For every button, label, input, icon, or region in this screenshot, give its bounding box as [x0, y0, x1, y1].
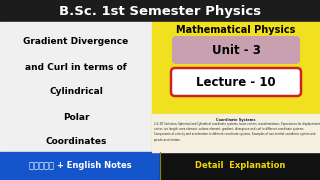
Text: Coordinates: Coordinates	[45, 138, 107, 147]
FancyBboxPatch shape	[172, 36, 300, 64]
Bar	[152, 22, 320, 152]
Text: Gradient Divergence: Gradient Divergence	[23, 37, 129, 46]
Text: Mathematical Physics: Mathematical Physics	[176, 25, 296, 35]
Text: B.Sc. 1st Semester Physics: B.Sc. 1st Semester Physics	[59, 4, 261, 17]
FancyBboxPatch shape	[171, 68, 301, 96]
Text: Detail  Explanation: Detail Explanation	[195, 161, 285, 170]
Text: Coordinate Systems: Coordinate Systems	[216, 118, 256, 122]
Bar	[0, 152, 160, 180]
Bar	[0, 22, 152, 152]
Bar	[0, 0, 320, 22]
Text: Cylindrical: Cylindrical	[49, 87, 103, 96]
Text: Polar: Polar	[63, 112, 89, 122]
Text: and Curl in terms of: and Curl in terms of	[25, 62, 127, 71]
Text: Unit - 3: Unit - 3	[212, 44, 260, 57]
Text: Lecture - 10: Lecture - 10	[196, 75, 276, 89]
Text: हिंदी + English Notes: हिंदी + English Notes	[29, 161, 131, 170]
Text: 2 & 3D Cartesian, Spherical and Cylindrical coordinate systems, basis vectors, t: 2 & 3D Cartesian, Spherical and Cylindri…	[154, 122, 320, 142]
Bar	[160, 152, 320, 180]
Bar	[152, 114, 320, 152]
